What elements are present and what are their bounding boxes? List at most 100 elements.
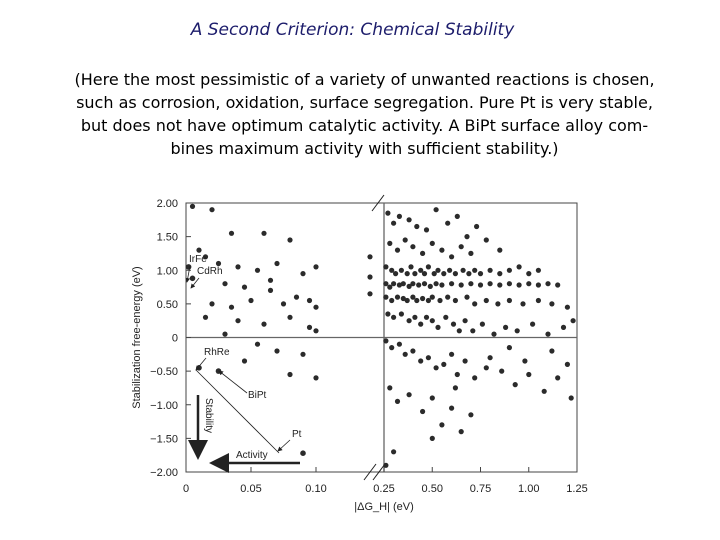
x-tick-label: 0.10 — [305, 483, 326, 495]
data-point — [300, 271, 306, 277]
axis-break-mark-bottom — [363, 463, 377, 481]
data-point — [387, 240, 393, 246]
data-point — [398, 311, 404, 317]
data-point — [396, 341, 402, 347]
data-point — [406, 283, 412, 289]
data-point — [450, 321, 457, 327]
caption-line-1: (Here the most pessimistic of a variety … — [74, 70, 655, 89]
data-point — [235, 318, 241, 324]
caption-line-3: but does not have optimum catalytic acti… — [80, 116, 649, 135]
data-point — [412, 271, 418, 277]
data-point — [487, 267, 493, 273]
annotation-pointer — [185, 265, 191, 283]
data-point — [456, 328, 462, 334]
data-point — [222, 281, 228, 287]
data-point — [414, 297, 420, 304]
y-tick-label: −1.50 — [150, 433, 178, 445]
data-point — [435, 267, 441, 273]
caption-line-2: such as corrosion, oxidation, surface se… — [76, 93, 653, 112]
data-point — [512, 382, 518, 388]
annotated-point — [300, 450, 306, 457]
data-point — [447, 267, 453, 273]
data-point — [541, 388, 547, 394]
x-tick-label: 0.25 — [373, 483, 394, 495]
data-point — [261, 230, 267, 236]
data-point — [514, 328, 520, 334]
data-point — [472, 267, 478, 273]
data-point — [306, 297, 313, 304]
data-point — [404, 271, 410, 277]
data-point — [560, 324, 567, 330]
data-point — [433, 207, 439, 213]
data-point — [429, 294, 435, 300]
data-point — [391, 314, 397, 320]
y-tick-label: −2.00 — [150, 467, 178, 479]
data-point — [516, 264, 522, 270]
data-point — [228, 304, 235, 310]
annotation-pointer — [195, 357, 207, 371]
data-point — [421, 271, 428, 277]
data-point — [267, 287, 274, 293]
data-point — [416, 282, 422, 288]
data-point — [429, 395, 435, 401]
data-point — [530, 321, 536, 327]
data-point — [462, 358, 468, 364]
data-point — [394, 247, 401, 253]
data-point — [202, 254, 209, 260]
data-point — [535, 267, 542, 273]
data-point — [394, 398, 401, 404]
data-point — [389, 297, 395, 304]
data-point — [425, 355, 431, 361]
data-point — [267, 277, 274, 283]
data-point — [441, 271, 447, 277]
data-point — [389, 267, 395, 273]
x-tick-label: 0.50 — [422, 483, 443, 495]
annotation-label: CdRh — [197, 266, 223, 277]
data-point — [452, 385, 458, 391]
data-point — [189, 203, 196, 209]
data-point — [449, 281, 455, 287]
data-point — [391, 220, 397, 226]
annotation-pointer — [277, 439, 291, 452]
data-point — [470, 328, 476, 334]
data-point — [313, 304, 319, 310]
data-point — [439, 247, 445, 253]
data-point — [458, 244, 464, 250]
data-point — [464, 234, 470, 240]
caption-line-4: bines maximum activity with sufficient s… — [170, 139, 559, 158]
y-tick-label: 1.50 — [157, 232, 178, 244]
data-point — [402, 237, 408, 243]
data-point — [460, 267, 466, 273]
data-point — [400, 281, 406, 287]
axis-break-mark-bottom — [372, 463, 386, 481]
data-point — [406, 392, 412, 398]
data-point — [367, 274, 373, 280]
data-point — [497, 247, 503, 253]
x-tick-label: 0.75 — [470, 483, 491, 495]
annotation-label: BiPt — [248, 390, 267, 401]
data-point — [483, 365, 489, 371]
data-point — [506, 345, 512, 351]
data-point — [477, 271, 484, 277]
data-point — [466, 271, 472, 277]
data-point — [506, 297, 512, 304]
data-point — [215, 260, 222, 267]
y-tick-label: 2.00 — [157, 198, 178, 210]
data-point — [491, 331, 497, 337]
tick-marks: 2.00 1.50 1.00 0.50 0 −0.50 −1.00 −1.50 −2.00 0 0.… — [131, 198, 588, 513]
data-point — [477, 282, 484, 288]
data-point — [454, 213, 460, 219]
data-point — [300, 351, 306, 357]
data-point — [414, 223, 420, 230]
annotation-label: RhRe — [204, 347, 230, 358]
data-point — [452, 297, 458, 304]
data-point — [274, 260, 280, 267]
x-tick-label: 1.00 — [518, 483, 539, 495]
data-point — [545, 331, 551, 337]
data-point — [497, 271, 503, 277]
data-point — [441, 361, 447, 367]
plot-frame — [185, 194, 578, 481]
data-point — [287, 314, 293, 320]
x-tick-label: 0.05 — [240, 483, 261, 495]
